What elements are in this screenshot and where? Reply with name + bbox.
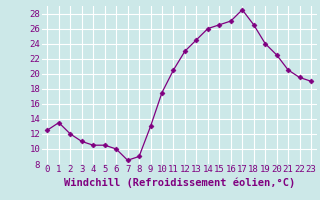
X-axis label: Windchill (Refroidissement éolien,°C): Windchill (Refroidissement éolien,°C)	[64, 177, 295, 188]
